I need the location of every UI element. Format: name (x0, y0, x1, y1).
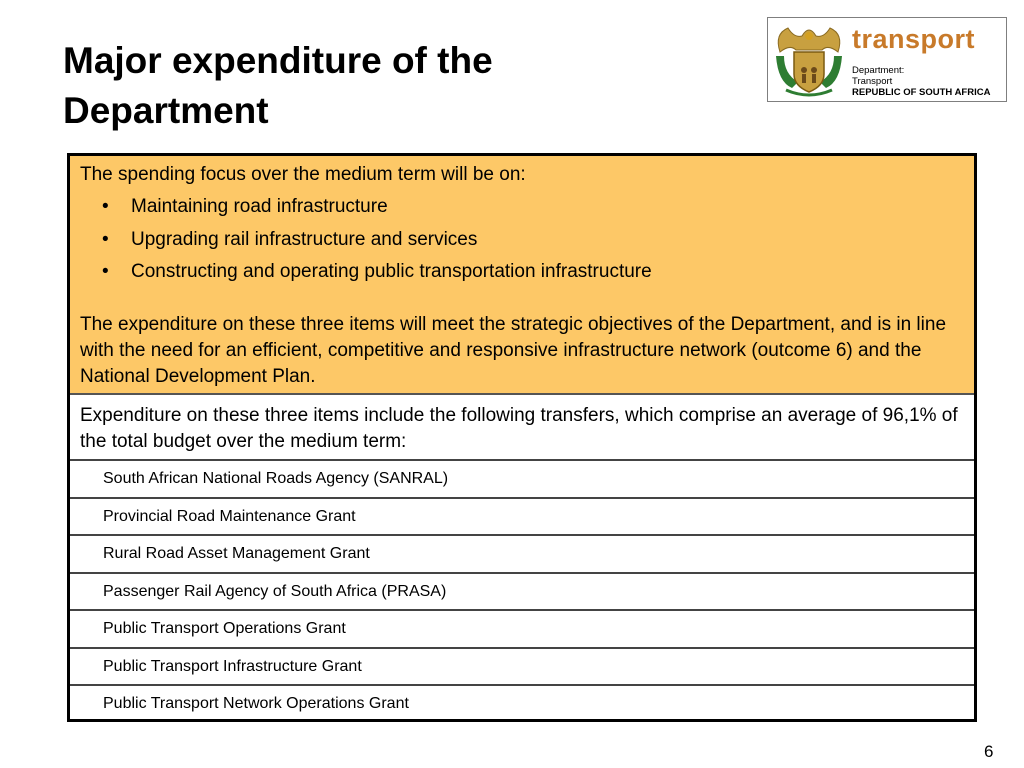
transfers-list: South African National Roads Agency (SAN… (70, 459, 974, 722)
expenditure-table: The spending focus over the medium term … (67, 153, 977, 722)
bullet-marker: • (102, 261, 109, 282)
department-logo: transport Department: Transport REPUBLIC… (767, 17, 1007, 102)
table-row: Passenger Rail Agency of South Africa (P… (70, 571, 974, 610)
table-row: Rural Road Asset Management Grant (70, 534, 974, 572)
slide-title: Major expenditure of the Department (63, 36, 703, 136)
table-row: Public Transport Network Operations Gran… (70, 684, 974, 722)
logo-department-label: Department: (852, 65, 905, 76)
slide-title-line-1: Major expenditure of the (63, 40, 493, 81)
spending-focus-paragraph: The expenditure on these three items wil… (80, 314, 947, 387)
table-row: Public Transport Infrastructure Grant (70, 646, 974, 685)
page-number: 6 (984, 742, 994, 761)
table-row: Provincial Road Maintenance Grant (70, 496, 974, 535)
spending-focus-intro: The spending focus over the medium term … (80, 164, 526, 185)
bullet-marker: • (102, 228, 109, 250)
transfers-intro: Expenditure on these three items include… (80, 405, 958, 452)
logo-department-name: Transport (852, 76, 893, 87)
coat-of-arms-icon (776, 27, 842, 97)
bullet-text: Upgrading rail infrastructure and servic… (131, 228, 478, 250)
bullet-text: Constructing and operating public transp… (131, 261, 652, 282)
logo-country-name: REPUBLIC OF SOUTH AFRICA (852, 87, 991, 98)
bullet-marker: • (102, 196, 109, 217)
slide-title-line-2: Department (63, 90, 269, 131)
spending-focus-section: The spending focus over the medium term … (70, 156, 974, 395)
table-row: South African National Roads Agency (SAN… (70, 459, 974, 497)
bullet-text: Maintaining road infrastructure (131, 196, 388, 217)
logo-wordmark: transport (852, 24, 976, 54)
table-row: Public Transport Operations Grant (70, 609, 974, 647)
